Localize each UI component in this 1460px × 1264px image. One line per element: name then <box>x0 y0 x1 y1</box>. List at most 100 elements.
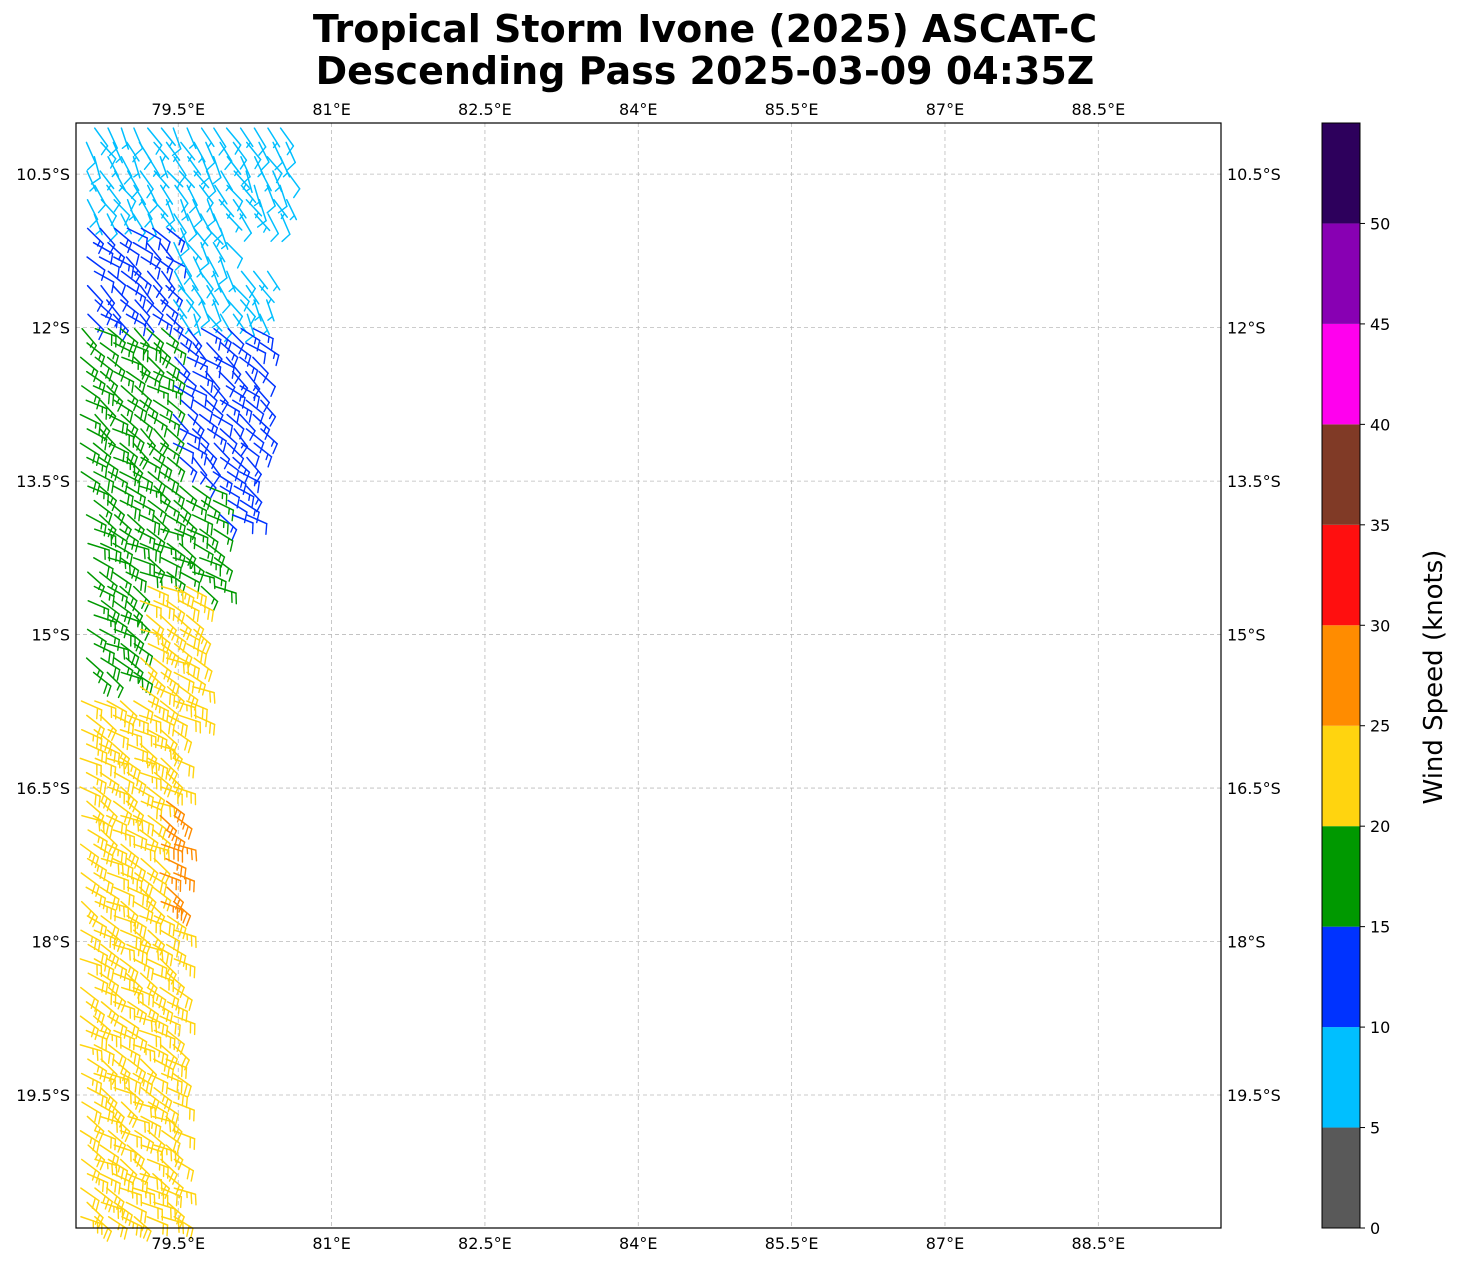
wind-barb <box>174 184 189 213</box>
wind-barb <box>85 1029 108 1051</box>
wind-barb <box>166 1087 189 1109</box>
wind-barb <box>166 456 186 483</box>
wind-barb <box>173 986 193 1012</box>
wind-barb <box>140 1115 162 1138</box>
wind-barb <box>232 198 247 220</box>
wind-barb <box>185 614 205 640</box>
wind-barb <box>146 1158 169 1179</box>
wind-barb <box>256 198 267 228</box>
wind-barb <box>99 628 121 651</box>
wind-barb <box>253 184 262 208</box>
wind-barb <box>193 542 214 566</box>
wind-barb <box>113 227 133 254</box>
wind-barb <box>112 542 134 566</box>
lon-tick-label-bottom: 84°E <box>619 1234 657 1253</box>
lon-tick-label-bottom: 79.5°E <box>151 1234 205 1253</box>
wind-barb <box>173 958 196 979</box>
wind-barb <box>193 399 214 424</box>
wind-barb <box>112 313 129 341</box>
wind-barb <box>245 170 253 194</box>
wind-barb <box>173 299 188 320</box>
wind-barb <box>120 299 139 325</box>
wind-barb <box>113 198 131 226</box>
wind-barb <box>119 184 137 212</box>
wind-barb <box>113 399 134 424</box>
wind-barb <box>226 270 237 293</box>
wind-barb <box>186 184 198 214</box>
wind-barb <box>173 327 193 353</box>
wind-barb <box>166 542 186 568</box>
wind-barb <box>173 1015 196 1036</box>
map-frame <box>75 122 1222 1229</box>
wind-barb <box>165 514 186 538</box>
wind-barb <box>160 671 180 697</box>
wind-barb <box>100 657 121 681</box>
gridlines <box>76 123 1221 1228</box>
wind-barb <box>214 585 237 605</box>
wind-barb <box>205 370 221 399</box>
colorbar-bin <box>1322 625 1360 726</box>
wind-barb <box>119 1044 141 1067</box>
wind-barb <box>87 313 105 341</box>
wind-barb <box>186 299 202 327</box>
wind-barb <box>146 872 168 896</box>
wind-barb <box>173 1158 195 1182</box>
wind-barb <box>134 413 154 439</box>
wind-barb <box>159 413 181 437</box>
wind-barb <box>166 1001 189 1023</box>
wind-barb <box>119 585 138 612</box>
wind-barb <box>180 227 190 257</box>
wind-barb <box>127 714 149 735</box>
colorbar-bin <box>1322 323 1360 425</box>
colorbar-tick-label: 35 <box>1370 516 1390 535</box>
wind-barb <box>232 342 252 367</box>
wind-barb <box>239 413 256 441</box>
wind-barb <box>86 628 107 653</box>
wind-barb <box>240 270 256 299</box>
wind-barb <box>80 700 103 722</box>
wind-barb <box>94 986 117 1007</box>
wind-barb <box>219 227 229 250</box>
colorbar-label: Wind Speed (knots) <box>1419 550 1449 805</box>
wind-barb <box>200 499 221 524</box>
wind-barb <box>140 227 162 251</box>
wind-barb <box>285 170 301 199</box>
wind-barb <box>90 156 101 185</box>
wind-barb <box>192 686 216 704</box>
wind-barb <box>193 628 212 655</box>
wind-barb <box>246 456 262 485</box>
wind-barb <box>266 184 276 214</box>
wind-barb <box>134 528 156 551</box>
wind-barb <box>239 385 260 409</box>
wind-barb <box>120 814 144 833</box>
wind-barb <box>253 442 273 468</box>
wind-barb <box>86 284 104 312</box>
wind-barb <box>180 198 189 222</box>
wind-barb <box>79 1130 100 1154</box>
wind-barb <box>232 141 248 170</box>
wind-barb <box>226 241 244 269</box>
wind-barb <box>126 771 147 797</box>
wind-barb <box>160 585 184 604</box>
wind-barb <box>213 557 234 582</box>
wind-barb <box>134 872 154 897</box>
wind-barb <box>120 213 132 235</box>
wind-barb <box>125 313 147 337</box>
colorbar-bin <box>1322 1127 1360 1228</box>
wind-barb <box>192 600 215 623</box>
wind-barb <box>145 614 165 640</box>
wind-barb <box>121 356 144 377</box>
wind-barb <box>178 284 195 313</box>
lat-tick-label-right: 15°S <box>1227 626 1266 645</box>
wind-barb <box>239 127 254 149</box>
wind-barb <box>254 213 271 233</box>
wind-barb <box>173 786 197 806</box>
wind-barb <box>147 499 167 525</box>
wind-barb <box>160 1158 178 1185</box>
colorbar-tick-label: 30 <box>1370 616 1390 635</box>
wind-barb <box>219 399 241 423</box>
wind-barb <box>134 728 157 749</box>
wind-barb <box>199 385 218 412</box>
wind-barb <box>147 413 168 438</box>
wind-barb <box>277 184 288 214</box>
